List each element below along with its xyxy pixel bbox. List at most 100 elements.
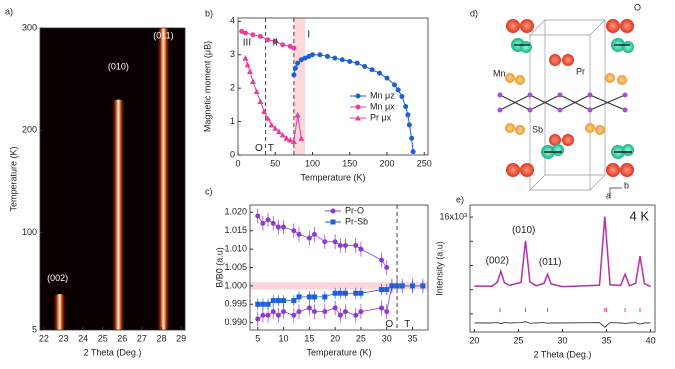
y-tick-label: 100 <box>22 227 37 237</box>
x-axis-label: 2 Theta (Deg.) <box>84 347 142 357</box>
x-tick-label: 30 <box>382 333 392 343</box>
annotation: II <box>272 38 278 49</box>
data-point <box>389 283 395 289</box>
data-point <box>311 309 317 315</box>
data-point <box>311 231 317 237</box>
legend-marker <box>355 104 361 110</box>
data-line <box>474 321 651 328</box>
x-tick-label: 150 <box>342 158 357 168</box>
data-point <box>322 239 328 245</box>
data-point <box>291 45 297 51</box>
data-point <box>272 125 279 131</box>
data-point <box>296 294 302 300</box>
data-point <box>260 312 266 318</box>
data-point <box>264 115 271 121</box>
condition-label: 4 K <box>629 208 649 223</box>
data-point <box>290 138 297 145</box>
data-point <box>275 224 281 230</box>
data-point <box>384 75 390 81</box>
data-point <box>275 128 282 135</box>
legend-marker <box>355 93 361 99</box>
x-tick-label: 20 <box>469 335 479 345</box>
y-tick-label: 2 <box>230 83 235 93</box>
data-point <box>406 122 412 128</box>
data-point <box>265 312 271 318</box>
data-point <box>287 43 293 49</box>
y-tick-label: 1.010 <box>224 243 247 253</box>
data-point <box>306 53 312 59</box>
plot-area <box>40 28 185 330</box>
data-point <box>369 67 375 73</box>
data-point <box>395 87 401 93</box>
frame <box>249 204 429 331</box>
annotation: O <box>255 143 263 154</box>
data-point <box>239 28 245 34</box>
y-tick-label: 0.995 <box>224 299 247 309</box>
x-tick-label: 22 <box>39 333 49 343</box>
data-line <box>293 54 414 152</box>
legend-label: Mn μz <box>370 90 395 100</box>
y-tick-label: 1.005 <box>224 262 247 272</box>
panel: c) 5 10 15 20 25 30 35 0.990 0.995 1.000 1.005 1.010… <box>205 186 429 357</box>
shaded-region <box>293 18 306 155</box>
annotation: (011) <box>153 31 173 41</box>
data-point <box>384 287 390 293</box>
data-point <box>298 135 305 141</box>
data-point <box>268 121 275 128</box>
y-tick-label: 300 <box>22 22 37 32</box>
data-point <box>260 220 266 226</box>
plot-area <box>239 18 416 155</box>
data-point <box>332 239 338 245</box>
data-point <box>394 283 400 289</box>
data-point <box>291 228 297 234</box>
data-point <box>242 55 249 61</box>
pr-atoms <box>511 38 634 159</box>
y-axis-label: Intensity (a.u) <box>434 241 444 296</box>
data-point <box>294 111 301 118</box>
panel: e) 20 25 30 35 40 16x10³ 2 Theta (Deg.) Intensit… <box>434 194 655 359</box>
panel-label: e) <box>456 194 464 204</box>
annotation: T <box>268 143 274 154</box>
data-point <box>379 287 385 293</box>
mn-atoms <box>497 92 628 113</box>
data-point <box>410 283 416 289</box>
x-tick-label: 35 <box>602 335 612 345</box>
axis-label: b <box>624 180 629 190</box>
data-point <box>358 309 364 315</box>
data-point <box>353 290 359 296</box>
data-point <box>347 58 353 64</box>
x-tick-label: 35 <box>408 333 418 343</box>
plot-area <box>250 205 428 330</box>
x-axis-label: 2 Theta (Deg.) <box>534 349 592 359</box>
data-point <box>391 82 397 88</box>
data-point <box>298 57 304 63</box>
data-point <box>310 52 316 58</box>
y-tick-label: 16x10³ <box>439 211 467 221</box>
data-line <box>474 217 651 288</box>
data-point <box>265 301 271 307</box>
y-axis-label: Temperature (K) <box>8 146 18 211</box>
atom-label: Sb <box>532 124 543 134</box>
annotation: III <box>243 38 251 49</box>
data-point <box>342 290 348 296</box>
panel-label: b) <box>205 8 213 18</box>
mn-network <box>499 94 626 111</box>
data-point <box>405 112 411 118</box>
x-tick-label: 29 <box>176 333 186 343</box>
data-point <box>306 294 312 300</box>
data-point <box>281 298 287 304</box>
data-point <box>250 32 256 38</box>
data-point <box>260 301 266 307</box>
legend-marker <box>330 219 336 225</box>
data-point <box>306 235 312 241</box>
data-point <box>279 131 286 138</box>
x-tick-label: 10 <box>279 333 289 343</box>
data-point <box>339 57 345 63</box>
data-point <box>275 312 281 318</box>
peak-glow <box>53 294 67 330</box>
x-tick-label: 25 <box>356 333 366 343</box>
panel: b) 0 50 100 150 200 250 0 1 2 3 4 Temperature (K) Mag… <box>202 8 431 182</box>
data-point <box>281 309 287 315</box>
frame <box>469 204 656 333</box>
data-point <box>377 70 383 76</box>
